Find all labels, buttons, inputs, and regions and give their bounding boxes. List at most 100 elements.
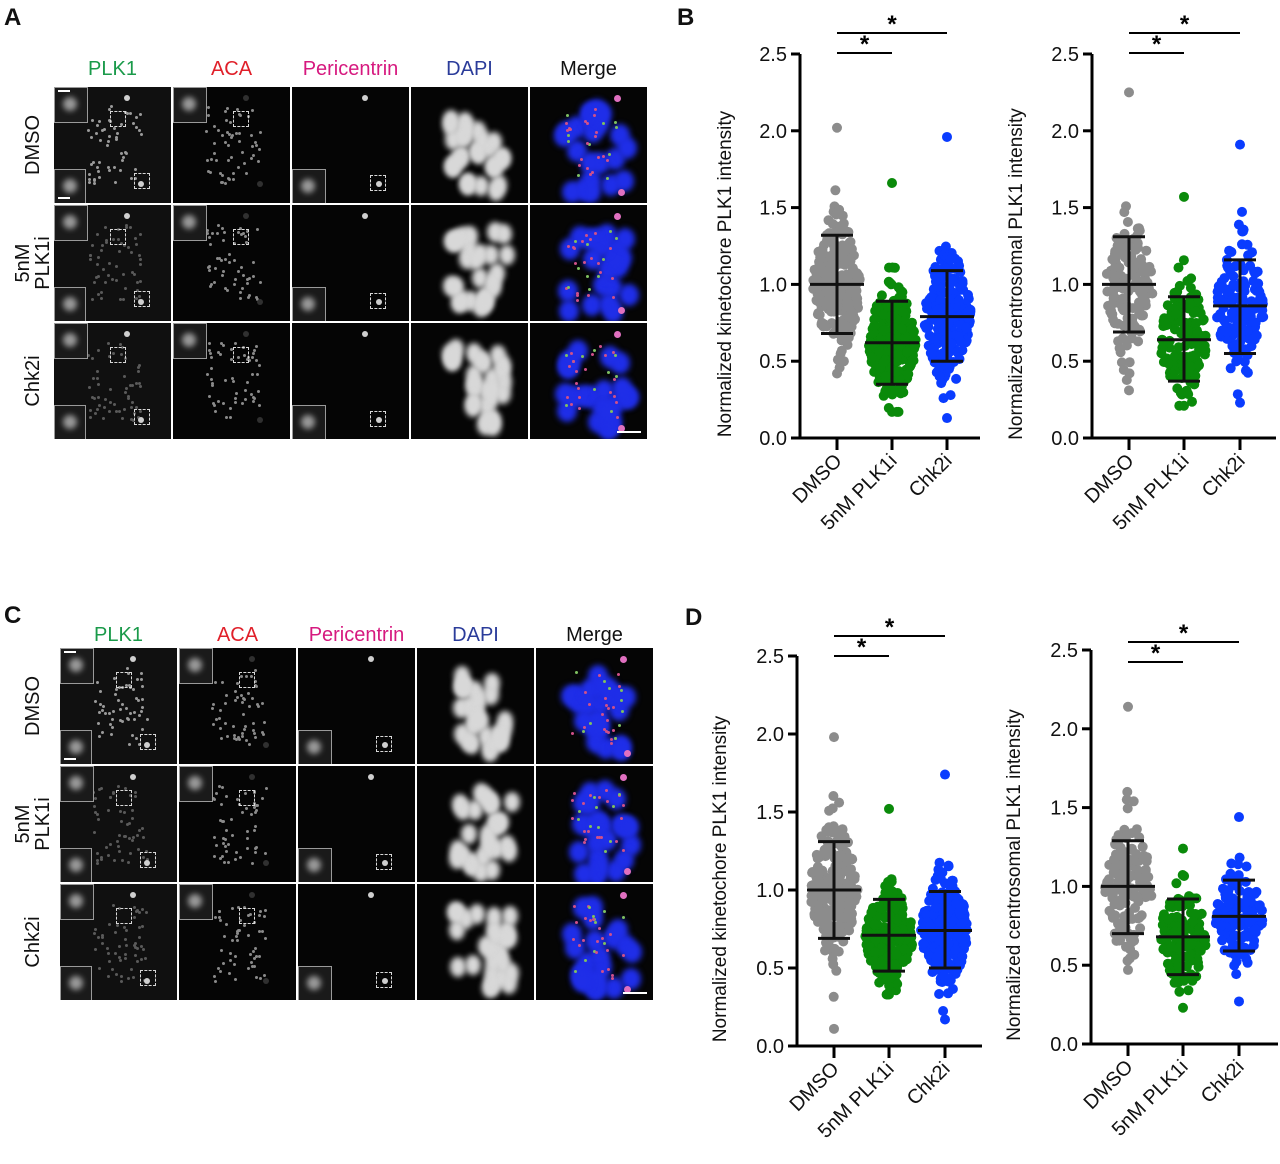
merge-dapi-blob [560, 684, 581, 707]
kinetochore-dot [254, 825, 258, 829]
merge-kinetochore-dot [602, 727, 606, 731]
kinetochore-dot [111, 790, 115, 794]
merge-kinetochore-dot [602, 154, 606, 158]
kinetochore-dot [134, 697, 138, 701]
merge-centrosome-dot [620, 774, 628, 781]
kinetochore-dot [252, 789, 256, 793]
kinetochore-dot [252, 731, 256, 735]
kinetochore-dot [210, 356, 214, 360]
merge-kinetochore-dot [620, 709, 624, 713]
centrosome-spot [138, 181, 145, 187]
roi-box [110, 111, 127, 127]
kinetochore-dot [92, 397, 96, 401]
kinetochore-dot [227, 861, 231, 865]
micrograph-tile [536, 766, 653, 882]
kinetochore-dot [251, 696, 255, 700]
merge-kinetochore-dot [573, 970, 577, 974]
data-points-chk2i [1210, 812, 1268, 1007]
kinetochore-dot [239, 919, 243, 923]
kinetochore-dot [120, 858, 124, 862]
kinetochore-dot [239, 114, 243, 118]
merge-kinetochore-dot [615, 415, 619, 419]
inset-spot [182, 215, 196, 229]
data-points-5nm-plk1i [1156, 191, 1211, 411]
kinetochore-dot [136, 833, 140, 837]
merge-kinetochore-dot [604, 850, 608, 854]
kinetochore-dot [107, 108, 111, 112]
kinetochore-dot [239, 265, 243, 269]
micrograph-tile [298, 648, 415, 764]
kinetochore-dot [137, 713, 141, 717]
merge-kinetochore-dot [612, 804, 616, 808]
kinetochore-dot [227, 178, 231, 182]
chromosome-blob [477, 291, 494, 312]
kinetochore-dot [87, 173, 91, 177]
kinetochore-dot [126, 667, 130, 671]
kinetochore-dot [114, 265, 118, 269]
kinetochore-dot [236, 735, 240, 739]
kinetochore-dot [254, 345, 258, 349]
kinetochore-dot [122, 407, 126, 411]
kinetochore-dot [94, 927, 98, 931]
chromosome-blob [444, 130, 461, 151]
chromosome-blob [450, 957, 467, 978]
kinetochore-dot [99, 689, 103, 693]
column-label-dapi: DAPI [452, 624, 499, 646]
kinetochore-dot [106, 273, 110, 277]
kinetochore-dot [133, 791, 137, 795]
kinetochore-dot [121, 273, 125, 277]
column-label-pericentrin: Pericentrin [302, 58, 399, 80]
merge-centrosome-dot [620, 656, 628, 663]
scale-bar [623, 992, 647, 994]
merge-dapi-blob [571, 969, 592, 992]
kinetochore-dot [211, 707, 215, 711]
kinetochore-dot [254, 808, 258, 812]
kinetochore-dot [222, 401, 226, 405]
merge-centrosome-dot [624, 986, 632, 993]
data-points-5nm-plk1i [864, 178, 921, 417]
chromosome-blob [486, 158, 503, 179]
merge-kinetochore-dot [597, 274, 601, 278]
kinetochore-dot [128, 743, 132, 747]
kinetochore-dot [218, 916, 222, 920]
kinetochore-dot [126, 717, 130, 721]
micrograph-tile [179, 766, 296, 882]
kinetochore-dot [214, 680, 218, 684]
inset-spot [188, 894, 202, 908]
merge-kinetochore-dot [595, 950, 599, 954]
error-bar [865, 299, 919, 386]
merge-kinetochore-dot [574, 921, 578, 924]
centrosome-spot [263, 742, 270, 748]
kinetochore-dot [99, 786, 103, 790]
kinetochore-dot [222, 238, 226, 242]
kinetochore-dot [110, 278, 114, 282]
y-tick-label: 2.5 [1050, 640, 1078, 662]
merge-kinetochore-dot [607, 968, 611, 972]
merge-kinetochore-dot [615, 374, 619, 378]
centrosome-spot [263, 978, 270, 984]
centrosome-spot [362, 95, 369, 101]
kinetochore-dot [218, 856, 222, 860]
kinetochore-dot [139, 384, 143, 388]
kinetochore-dot [220, 258, 224, 262]
inset-spot [301, 415, 315, 429]
kinetochore-dot [113, 677, 117, 681]
kinetochore-dot [93, 412, 97, 416]
merge-kinetochore-dot [618, 793, 622, 797]
chromosome-blob [492, 812, 509, 833]
roi-box [140, 852, 157, 868]
merge-kinetochore-dot [620, 698, 624, 702]
centrosome-spot [368, 892, 375, 898]
kinetochore-dot [231, 133, 235, 137]
chromosome-blob [467, 710, 484, 731]
significance-asterisk: * [857, 634, 867, 661]
kinetochore-dot [96, 275, 100, 279]
kinetochore-dot [234, 690, 238, 694]
kinetochore-dot [235, 131, 238, 135]
kinetochore-dot [112, 709, 116, 713]
merge-centrosome-dot [614, 213, 622, 220]
merge-kinetochore-dot [597, 673, 601, 677]
kinetochore-dot [115, 973, 119, 977]
merge-kinetochore-dot [617, 724, 621, 728]
